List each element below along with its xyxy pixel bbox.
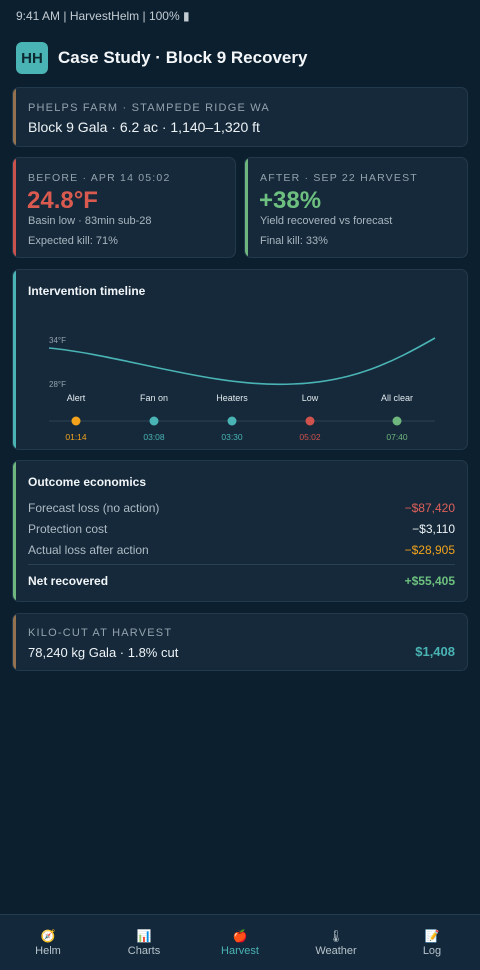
kilo-value: $1,408 — [415, 644, 455, 659]
tab-harvest[interactable]: 🍎 Harvest — [192, 915, 288, 970]
after-line2: Final kill: 33% — [260, 235, 328, 247]
before-card: BEFORE · APR 14 05:02 24.8°F Basin low ·… — [12, 157, 236, 258]
tab-label: Helm — [35, 944, 61, 957]
tab-label: Charts — [127, 944, 161, 957]
tab-weather[interactable]: 🌡 Weather — [288, 915, 384, 970]
thermometer-icon: 🌡 — [328, 928, 344, 943]
timeline-event-time: 03:08 — [143, 432, 165, 442]
tab-label: Harvest — [221, 944, 259, 957]
econ-label: Protection cost — [28, 522, 108, 536]
tab-label: Weather — [315, 944, 357, 957]
y-label-top: 34°F — [49, 336, 66, 345]
economics-card: Outcome economics Forecast loss (no acti… — [12, 460, 468, 602]
econ-row-forecast-loss: Forecast loss (no action) −$87,420 — [28, 500, 455, 516]
farm-eyebrow: PHELPS FARM · STAMPEDE RIDGE WA — [28, 102, 270, 114]
farm-card: PHELPS FARM · STAMPEDE RIDGE WA Block 9 … — [12, 87, 468, 147]
timeline-card: Intervention timeline 34°F 28°F Alert 01:… — [12, 269, 468, 450]
tab-charts[interactable]: 📊 Charts — [96, 915, 192, 970]
page-header: HH Case Study · Block 9 Recovery — [16, 42, 464, 74]
timeline-event-label: All clear — [381, 393, 413, 403]
econ-row-protection-cost: Protection cost −$3,110 — [28, 521, 455, 537]
timeline-event-dot — [305, 416, 315, 426]
before-eyebrow: BEFORE · APR 14 05:02 — [28, 172, 171, 184]
kilo-card: KILO-CUT AT HARVEST 78,240 kg Gala · 1.8… — [12, 613, 468, 671]
econ-value: −$3,110 — [412, 522, 455, 536]
before-line1: Basin low · 83min sub-28 — [28, 215, 152, 227]
econ-row-actual-loss: Actual loss after action −$28,905 — [28, 542, 455, 558]
timeline-event-dot — [149, 416, 159, 426]
kilo-eyebrow: KILO-CUT AT HARVEST — [28, 627, 173, 639]
after-line1: Yield recovered vs forecast — [260, 215, 393, 227]
page-title: Case Study · Block 9 Recovery — [58, 48, 308, 67]
timeline-event-time: 05:02 — [299, 432, 321, 442]
farm-detail: Block 9 Gala · 6.2 ac · 1,140–1,320 ft — [28, 119, 260, 135]
after-value: +38% — [259, 187, 322, 214]
timeline-event-time: 01:14 — [65, 432, 87, 442]
temperature-curve — [48, 337, 436, 386]
after-eyebrow: AFTER · SEP 22 HARVEST — [260, 172, 418, 184]
timeline-event-time: 03:30 — [221, 432, 243, 442]
econ-label: Forecast loss (no action) — [28, 501, 160, 515]
before-line2: Expected kill: 71% — [28, 235, 118, 247]
timeline-title: Intervention timeline — [28, 284, 146, 298]
timeline-event-label: Alert — [67, 393, 86, 403]
economics-title: Outcome economics — [28, 475, 147, 489]
timeline-event-label: Heaters — [216, 393, 248, 403]
econ-label: Actual loss after action — [28, 543, 149, 557]
econ-value: −$87,420 — [404, 501, 455, 515]
econ-net-value: +$55,405 — [404, 574, 455, 588]
timeline-event-dot — [392, 416, 402, 426]
after-card: AFTER · SEP 22 HARVEST +38% Yield recove… — [244, 157, 468, 258]
timeline-event-time: 07:40 — [386, 432, 408, 442]
timeline-event-label: Low — [302, 393, 319, 403]
timeline-event-label: Fan on — [140, 393, 168, 403]
status-bar: 9:41 AM | HarvestHelm | 100% ▮ — [16, 9, 190, 23]
y-label-bottom: 28°F — [49, 380, 66, 389]
tab-bar: 🧭 Helm 📊 Charts 🍎 Harvest 🌡 Weather 📝 Lo… — [0, 914, 480, 970]
tab-log[interactable]: 📝 Log — [384, 915, 480, 970]
econ-value: −$28,905 — [404, 543, 455, 557]
apple-icon: 🍎 — [232, 928, 248, 943]
bar-chart-icon: 📊 — [136, 928, 152, 943]
app-logo: HH — [16, 42, 48, 74]
before-value: 24.8°F — [27, 187, 98, 214]
econ-net-label: Net recovered — [28, 574, 109, 588]
tab-helm[interactable]: 🧭 Helm — [0, 915, 96, 970]
timeline-event-dot — [227, 416, 237, 426]
econ-divider — [28, 564, 455, 565]
tab-label: Log — [422, 944, 442, 957]
timeline-chart: 34°F 28°F Alert 01:14 Fan on 03:08 Heaters 03… — [48, 336, 436, 442]
memo-icon: 📝 — [424, 928, 440, 943]
compass-icon: 🧭 — [40, 928, 56, 943]
econ-row-net-recovered: Net recovered +$55,405 — [28, 573, 455, 589]
kilo-detail: 78,240 kg Gala · 1.8% cut — [28, 645, 179, 660]
timeline-event-dot — [71, 416, 81, 426]
